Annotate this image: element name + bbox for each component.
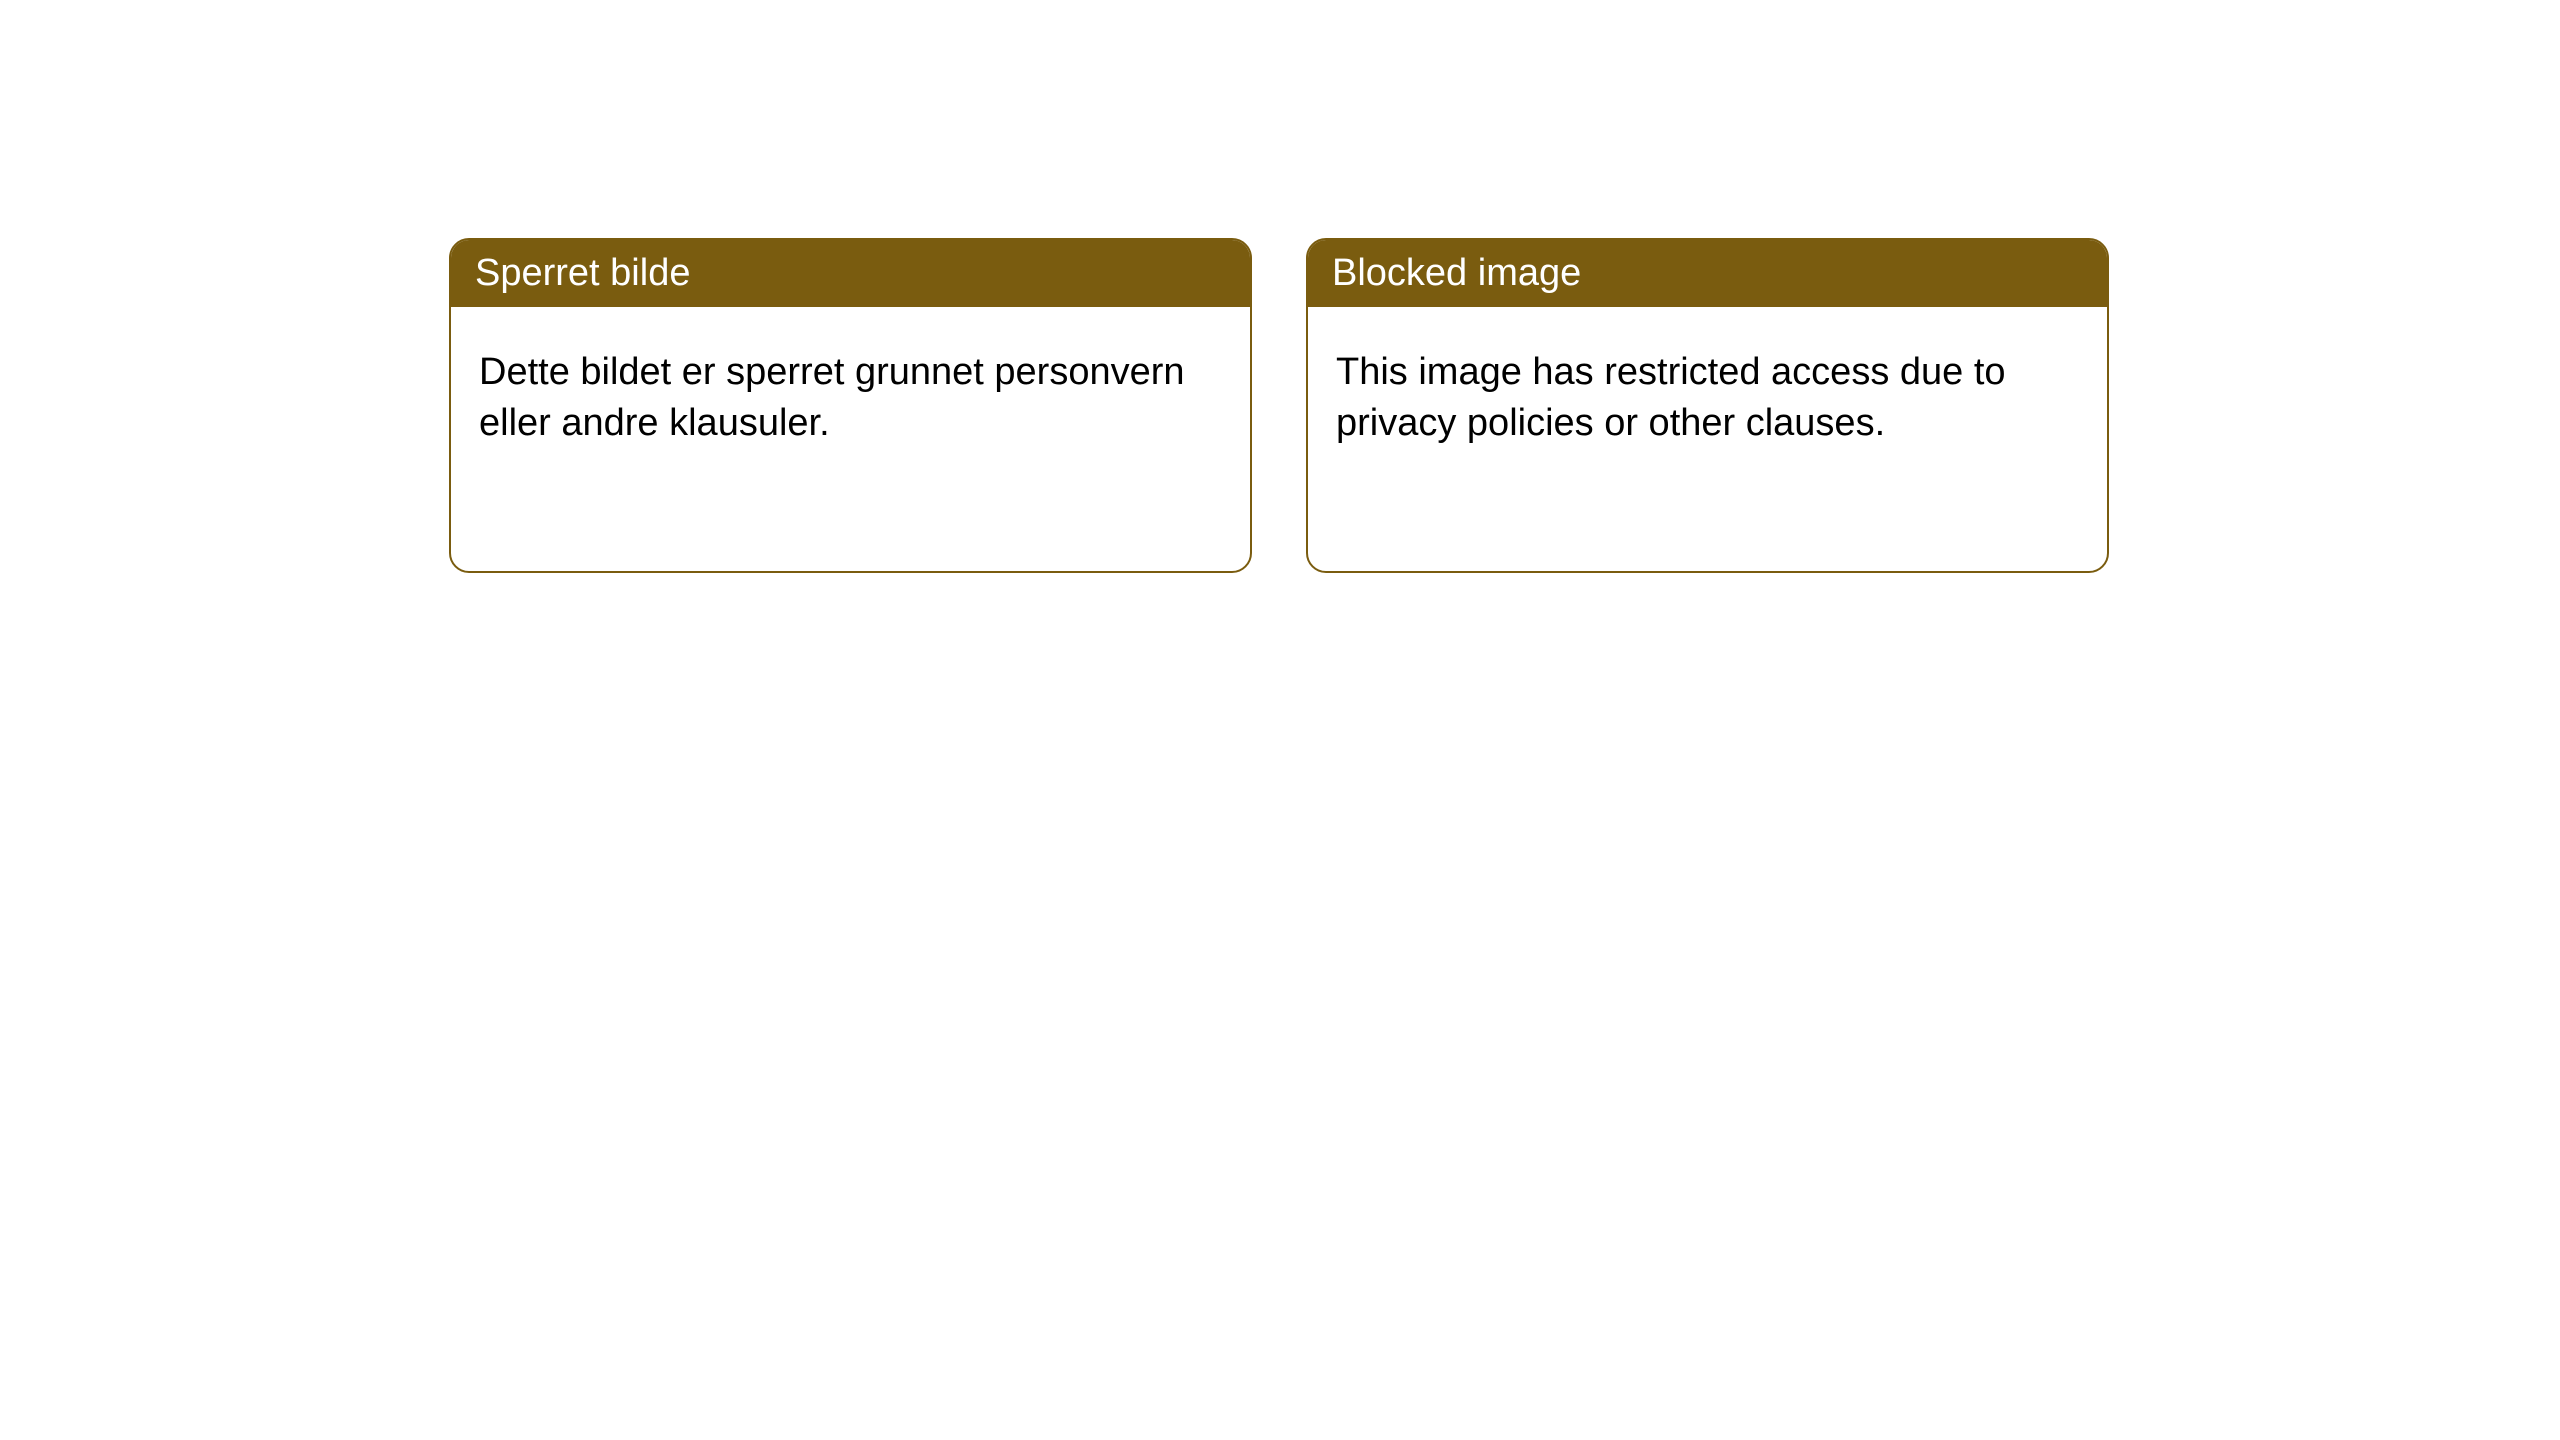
notice-card-english: Blocked image This image has restricted … bbox=[1306, 238, 2109, 573]
notice-card-title: Blocked image bbox=[1308, 240, 2107, 307]
notice-card-body: This image has restricted access due to … bbox=[1308, 307, 2107, 490]
notice-card-body: Dette bildet er sperret grunnet personve… bbox=[451, 307, 1250, 490]
notice-card-norwegian: Sperret bilde Dette bildet er sperret gr… bbox=[449, 238, 1252, 573]
notice-card-title: Sperret bilde bbox=[451, 240, 1250, 307]
notice-cards-container: Sperret bilde Dette bildet er sperret gr… bbox=[0, 0, 2560, 573]
